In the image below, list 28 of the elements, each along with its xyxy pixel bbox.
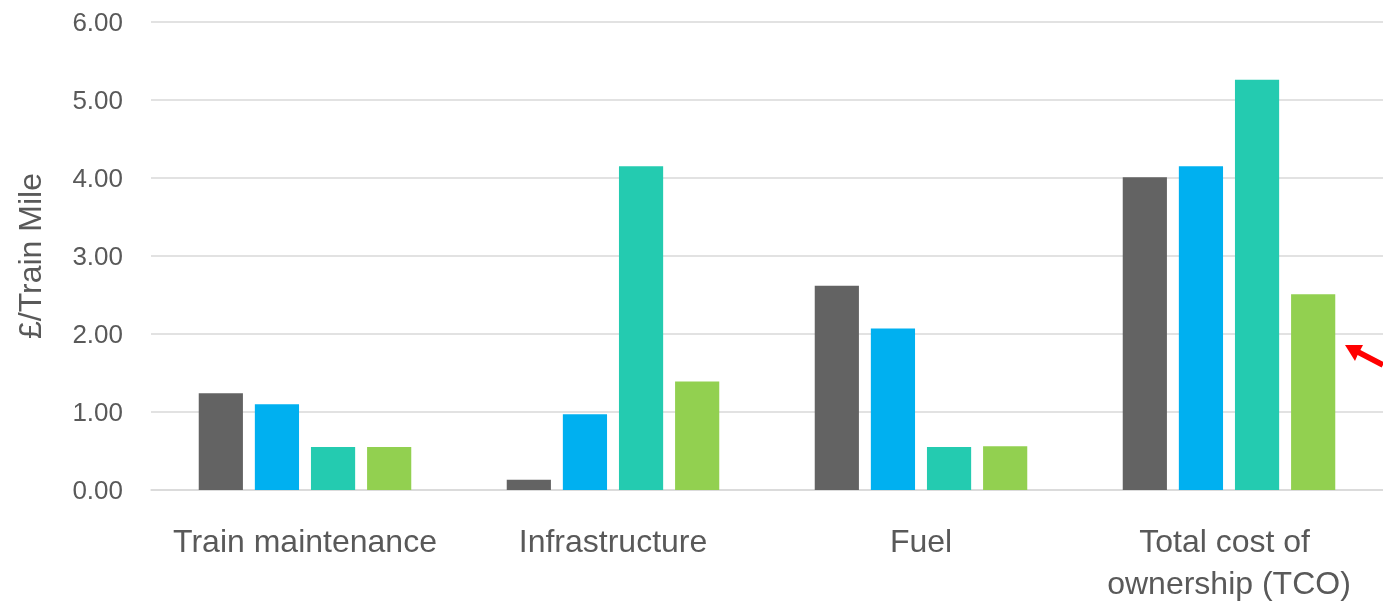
bar (1234, 79, 1280, 490)
bar (1178, 166, 1224, 490)
y-tick-label: 1.00 (72, 397, 123, 427)
bar (1122, 177, 1167, 490)
bar (926, 447, 972, 490)
bar (198, 393, 243, 490)
bar (983, 446, 1028, 490)
y-tick-label: 0.00 (72, 475, 123, 505)
x-tick-label: Fuel (889, 523, 953, 559)
bar (814, 285, 859, 490)
y-tick-label: 5.00 (72, 85, 123, 115)
bar (870, 328, 916, 490)
bar (1291, 294, 1336, 490)
bar (367, 447, 412, 490)
y-tick-label: 4.00 (72, 163, 123, 193)
bar (675, 381, 720, 490)
y-axis-title: £/Train Mile (12, 173, 48, 339)
bar (618, 166, 664, 490)
y-tick-label: 3.00 (72, 241, 123, 271)
x-tick-label: Total cost of ownership (TCO) (1107, 523, 1351, 601)
bar (562, 414, 608, 490)
y-tick-label: 2.00 (72, 319, 123, 349)
y-tick-label: 6.00 (72, 7, 123, 37)
bar (254, 404, 300, 490)
bar (310, 447, 356, 490)
x-tick-label: Infrastructure (518, 523, 708, 559)
x-tick-label: Train maintenance (173, 523, 437, 559)
bar (506, 479, 551, 490)
